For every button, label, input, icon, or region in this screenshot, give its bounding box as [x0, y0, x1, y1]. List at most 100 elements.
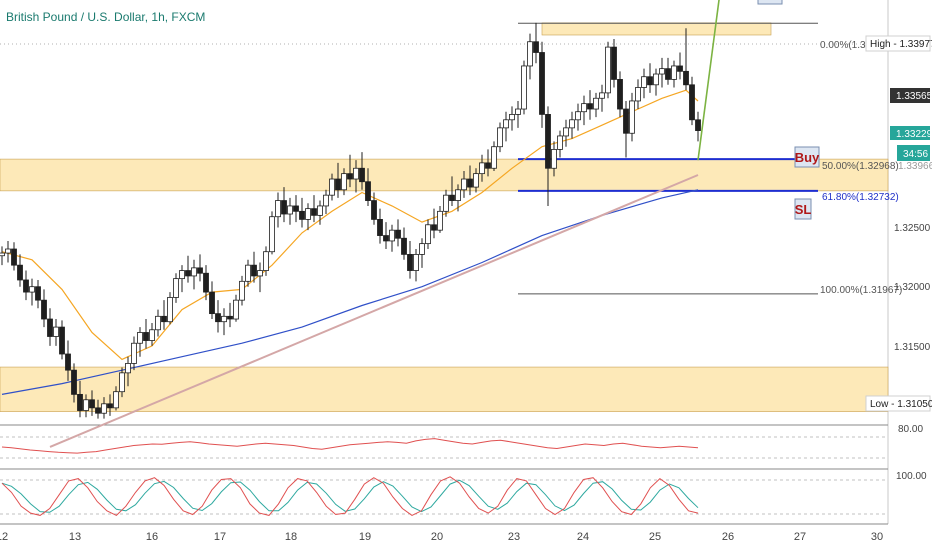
- candle: [467, 165, 473, 196]
- candle: [35, 279, 41, 309]
- x-tick-27: 27: [794, 531, 806, 543]
- candle-body-down: [347, 173, 353, 180]
- high-tag-bg: [865, 35, 931, 52]
- rsi-line: [1, 438, 699, 454]
- candle-body-up: [149, 329, 155, 341]
- candle: [503, 111, 509, 142]
- ma-fast-line: [1, 89, 699, 361]
- candle: [161, 300, 167, 330]
- ascending-trendline: [49, 174, 699, 448]
- candle-body-up: [527, 41, 533, 67]
- candle: [215, 300, 221, 333]
- x-tick-12: 12: [0, 531, 8, 543]
- candle: [605, 41, 611, 99]
- candles: [0, 22, 701, 419]
- fib-label-618: 61.80%(1.32732): [822, 192, 899, 203]
- candle: [257, 262, 263, 293]
- x-tick-24: 24: [577, 531, 589, 543]
- projection-line: [697, 0, 720, 161]
- candle-body-down: [335, 178, 341, 191]
- candle-body-up: [605, 46, 611, 94]
- candle: [659, 57, 665, 88]
- candle: [353, 160, 359, 193]
- candle: [365, 168, 371, 206]
- fib-label-0: 0.00%(1.33: [820, 40, 872, 51]
- candle: [323, 189, 329, 215]
- candle-body-up: [419, 243, 425, 255]
- candle: [689, 76, 695, 126]
- candle-body-up: [563, 127, 569, 137]
- candle-body-down: [293, 205, 299, 212]
- candle-body-up: [557, 135, 563, 150]
- candle-body-down: [89, 399, 95, 409]
- candle: [17, 254, 23, 287]
- fib-label-50: 50.00%(1.32968): [822, 161, 899, 172]
- supply-demand-zone-upper: [0, 158, 889, 192]
- candle: [461, 170, 467, 198]
- candle: [491, 141, 497, 171]
- candle: [263, 246, 269, 276]
- candle: [623, 100, 629, 158]
- candle-body-down: [377, 219, 383, 236]
- candle: [197, 254, 203, 282]
- candle: [53, 319, 59, 346]
- rsi-axis-tick: 80.00: [898, 424, 923, 435]
- candle: [545, 106, 551, 206]
- candle: [341, 168, 347, 196]
- candle: [65, 340, 71, 381]
- candle: [587, 90, 593, 120]
- candle: [455, 184, 461, 212]
- last-price-tag: 1.33229: [896, 129, 932, 140]
- candle-body-up: [413, 253, 419, 271]
- candle-body-up: [641, 76, 647, 88]
- candle-body-up: [653, 73, 659, 86]
- candle-body-up: [155, 315, 161, 331]
- candle-body-down: [77, 393, 83, 411]
- candle: [191, 259, 197, 290]
- candle: [179, 265, 185, 293]
- candle: [173, 273, 179, 303]
- candle-body-down: [197, 267, 203, 274]
- candle-body-up: [593, 97, 599, 110]
- supply-demand-zone-lower: [0, 366, 889, 412]
- x-tick-25: 25: [649, 531, 661, 543]
- candle-body-up: [83, 399, 89, 411]
- current-price-tag-bg: [890, 88, 930, 103]
- candle: [653, 68, 659, 96]
- candle: [497, 122, 503, 153]
- candle-body-down: [35, 286, 41, 301]
- candle: [119, 367, 125, 398]
- candle: [143, 319, 149, 349]
- candle-body-down: [59, 326, 65, 355]
- candle: [539, 41, 545, 128]
- candle-body-up: [131, 342, 137, 364]
- candle-body-up: [329, 178, 335, 196]
- candle: [611, 39, 617, 88]
- candle: [137, 327, 143, 357]
- candle-body-up: [353, 167, 359, 180]
- candle-body-up: [29, 286, 35, 293]
- candle: [569, 111, 575, 139]
- candle-body-down: [281, 200, 287, 215]
- candle-body-down: [449, 194, 455, 201]
- candle-body-up: [503, 119, 509, 129]
- candle-body-down: [539, 52, 545, 115]
- candle-body-up: [425, 224, 431, 245]
- countdown-tag: 34:56: [903, 149, 928, 160]
- rsi-pane: [1, 438, 699, 454]
- stochastic-pane: [1, 476, 699, 517]
- candle-body-up: [245, 264, 251, 282]
- x-tick-23: 23: [508, 531, 520, 543]
- current-price-tag: 1.33565: [896, 91, 932, 102]
- candle-body-down: [23, 279, 29, 293]
- x-tick-19: 19: [359, 531, 371, 543]
- high-tag: High - 1.33977: [870, 39, 932, 50]
- candle: [479, 154, 485, 182]
- candle: [563, 119, 569, 147]
- candle-body-down: [611, 46, 617, 80]
- fibonacci-lines: [518, 22, 818, 295]
- candle-body-up: [119, 372, 125, 393]
- candle: [473, 168, 479, 193]
- candle-body-up: [191, 267, 197, 277]
